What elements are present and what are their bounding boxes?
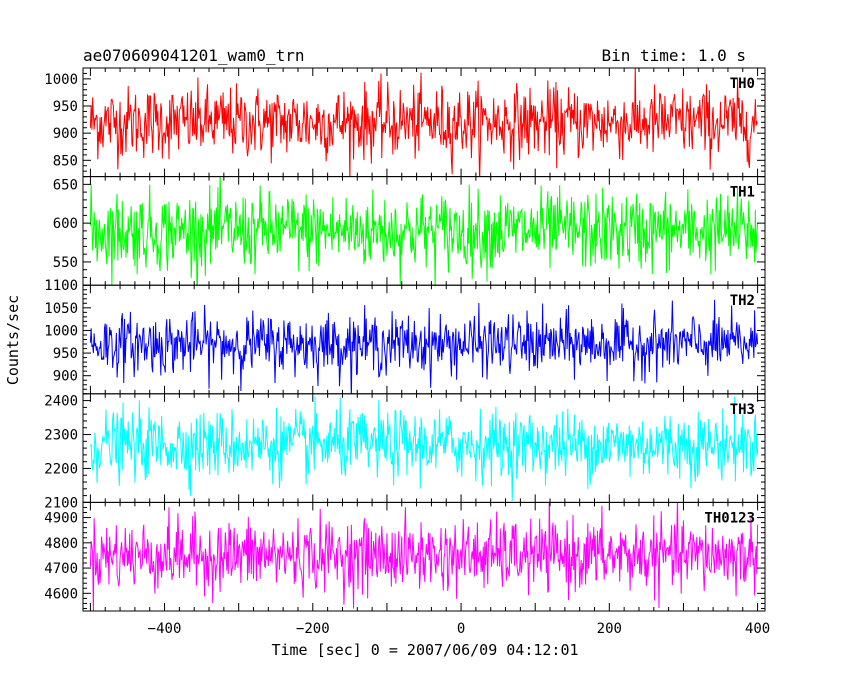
- x-tick-label: 200: [597, 621, 622, 637]
- y-tick-label: 4700: [44, 561, 78, 577]
- y-tick-label: 4800: [44, 536, 78, 552]
- y-tick-label: 950: [53, 99, 78, 115]
- y-tick-label: 900: [53, 369, 78, 385]
- y-axis-label: Counts/sec: [4, 295, 22, 385]
- x-tick-label: −200: [296, 621, 330, 637]
- x-tick-label: 0: [457, 621, 465, 637]
- panels-group: 850 900 950 1000 TH0 550 600 650 TH1 900 950 1000 10…: [44, 67, 770, 637]
- y-tick-label: 4900: [44, 511, 78, 527]
- panel-label-th0123: TH0123: [704, 510, 755, 526]
- y-tick-label: 650: [53, 177, 78, 193]
- y-tick-label: 2200: [44, 461, 78, 477]
- panel-label-th1: TH1: [730, 185, 755, 201]
- panel-label-th2: TH2: [730, 293, 755, 309]
- y-tick-label: 600: [53, 216, 78, 232]
- series-line-th3: [89, 396, 759, 502]
- y-tick-label: 1000: [44, 323, 78, 339]
- y-tick-label: 550: [53, 255, 78, 271]
- series-line-th0: [89, 68, 759, 177]
- y-tick-label: 2400: [44, 394, 78, 410]
- panel-label-th0: TH0: [730, 76, 755, 92]
- bin-time-label: Bin time: 1.0 s: [602, 46, 747, 65]
- y-tick-label: 1000: [44, 72, 78, 88]
- x-tick-label: 400: [745, 621, 770, 637]
- panel-frame-th0123: [82, 501, 766, 612]
- y-tick-label: 4600: [44, 586, 78, 602]
- y-tick-label: 2100: [44, 495, 78, 511]
- x-axis-label: Time [sec] 0 = 2007/06/09 04:12:01: [271, 641, 578, 659]
- y-tick-label: 1100: [44, 278, 78, 294]
- y-tick-label: 900: [53, 126, 78, 142]
- panel-frame-th2: [82, 284, 766, 395]
- series-line-th2: [89, 299, 759, 394]
- y-tick-label: 950: [53, 346, 78, 362]
- panel-label-th3: TH3: [730, 402, 755, 418]
- chart-title: ae070609041201_wam0_trn: [83, 46, 305, 65]
- y-tick-label: 1050: [44, 301, 78, 317]
- series-line-th1: [89, 176, 759, 286]
- x-tick-label: −400: [148, 621, 182, 637]
- series-line-th0123: [89, 502, 759, 611]
- y-tick-label: 850: [53, 153, 78, 169]
- y-tick-label: 2300: [44, 428, 78, 444]
